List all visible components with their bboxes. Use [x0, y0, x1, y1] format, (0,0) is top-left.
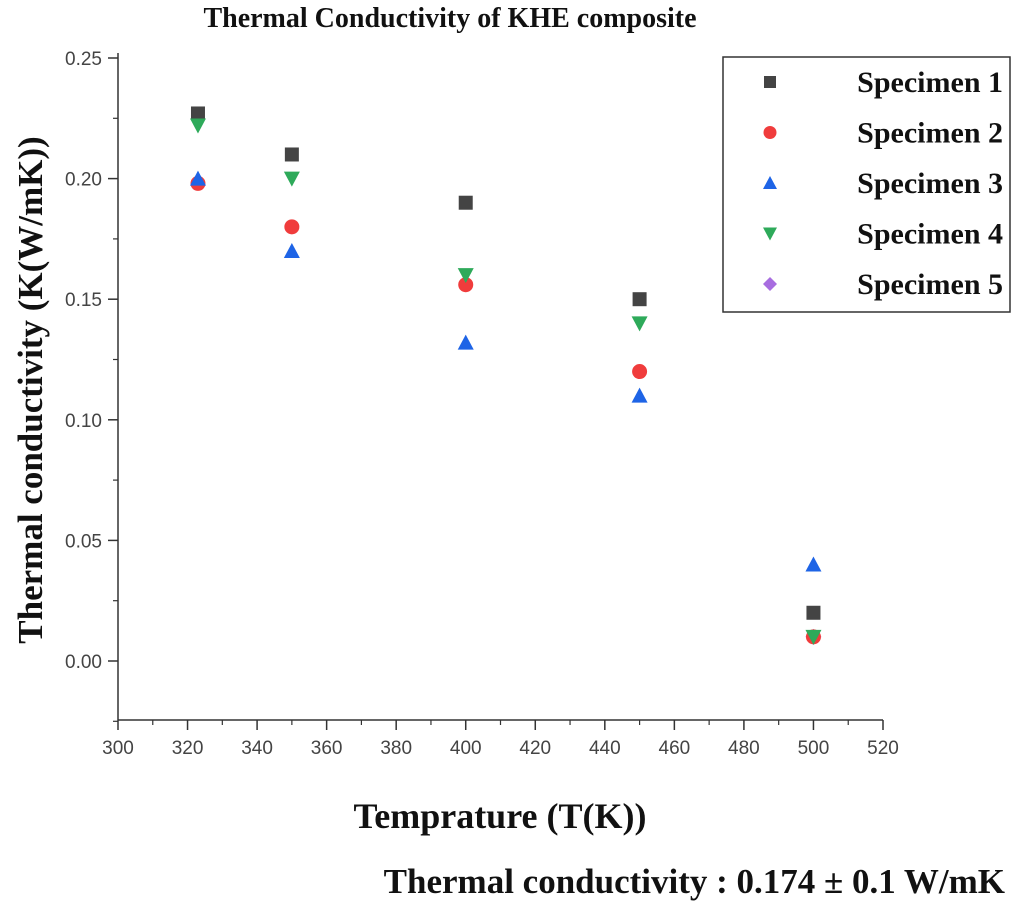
legend-marker-4	[763, 227, 777, 241]
data-point-specimen-3	[189, 170, 206, 186]
y-tick-label: 0.20	[65, 170, 102, 191]
data-point-specimen-2	[458, 277, 474, 293]
data-point-specimen-4	[805, 629, 822, 645]
x-tick-label: 440	[589, 738, 621, 759]
y-tick-label: 0.15	[65, 290, 102, 311]
x-tick-label: 480	[728, 738, 760, 759]
x-tick-label: 360	[311, 738, 343, 759]
data-point-specimen-4	[283, 171, 300, 187]
legend-marker-1	[764, 76, 776, 88]
y-tick-label: 0.10	[65, 411, 102, 432]
x-tick-label: 420	[519, 738, 551, 759]
x-axis-label: Temprature (T(K))	[354, 796, 647, 836]
x-tick-label: 400	[450, 738, 482, 759]
y-axis-label: Thermal conductivity (K(W/mK))	[11, 136, 50, 643]
legend-marker-2	[763, 126, 777, 139]
chart-title: Thermal Conductivity of KHE composite	[203, 3, 696, 34]
x-tick-label: 320	[172, 738, 204, 759]
data-point-specimen-4	[631, 316, 648, 332]
y-tick-label: 0.05	[65, 531, 102, 552]
axes: 300 320 340 360 380 400 420 440 460 480 500 520 0.00…	[65, 49, 899, 759]
y-tick-label: 0.00	[65, 652, 102, 673]
x-tick-label: 380	[380, 738, 412, 759]
x-tick-label: 460	[659, 738, 691, 759]
data-point-specimen-2	[632, 364, 648, 380]
data-point-specimen-1	[632, 292, 647, 307]
data-point-specimen-3	[631, 387, 648, 403]
data-point-specimen-4	[189, 118, 206, 134]
data-marks	[189, 106, 822, 645]
legend-label: Specimen 1	[857, 66, 1003, 99]
legend-label: Specimen 2	[857, 117, 1003, 150]
data-point-specimen-1	[284, 147, 299, 162]
y-tick-label: 0.25	[65, 49, 102, 70]
x-tick-label: 500	[798, 738, 830, 759]
data-point-specimen-1	[806, 605, 821, 620]
legend: Specimen 1 Specimen 2 Specimen 3 Specimen 4…	[722, 56, 1011, 313]
x-tick-label: 300	[102, 738, 134, 759]
data-point-specimen-4	[457, 268, 474, 284]
x-tick-label: 340	[241, 738, 273, 759]
data-point-specimen-3	[457, 334, 474, 350]
data-point-specimen-3	[283, 242, 300, 258]
legend-marker-3	[763, 176, 777, 189]
legend-label: Specimen 4	[857, 218, 1003, 251]
legend-marker-5	[763, 277, 777, 291]
legend-label: Specimen 5	[857, 268, 1003, 301]
data-point-specimen-2	[284, 219, 300, 235]
annotation-text: Thermal conductivity : 0.174 ± 0.1 W/mK	[384, 862, 1005, 901]
x-tick-label: 520	[867, 738, 899, 759]
data-point-specimen-1	[190, 106, 205, 121]
data-point-specimen-1	[458, 195, 473, 210]
legend-label: Specimen 3	[857, 167, 1003, 200]
data-point-specimen-3	[805, 556, 822, 572]
